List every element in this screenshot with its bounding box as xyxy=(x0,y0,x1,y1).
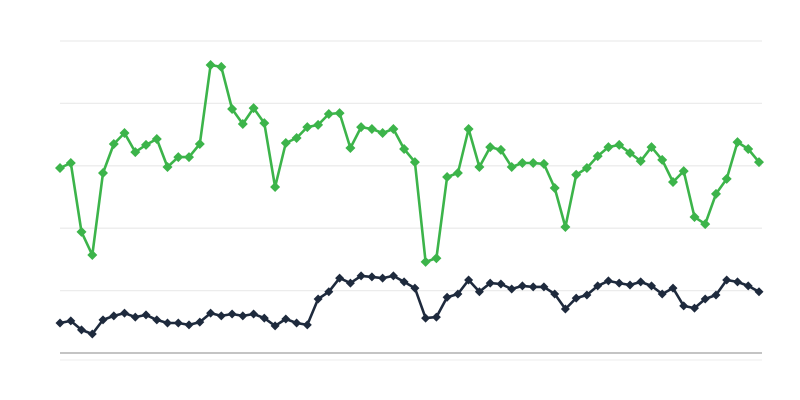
series-green-markers xyxy=(55,60,764,267)
series-green-line xyxy=(58,63,761,264)
series-green xyxy=(55,60,764,267)
series-navy xyxy=(55,271,764,339)
series-navy-markers xyxy=(55,271,764,339)
